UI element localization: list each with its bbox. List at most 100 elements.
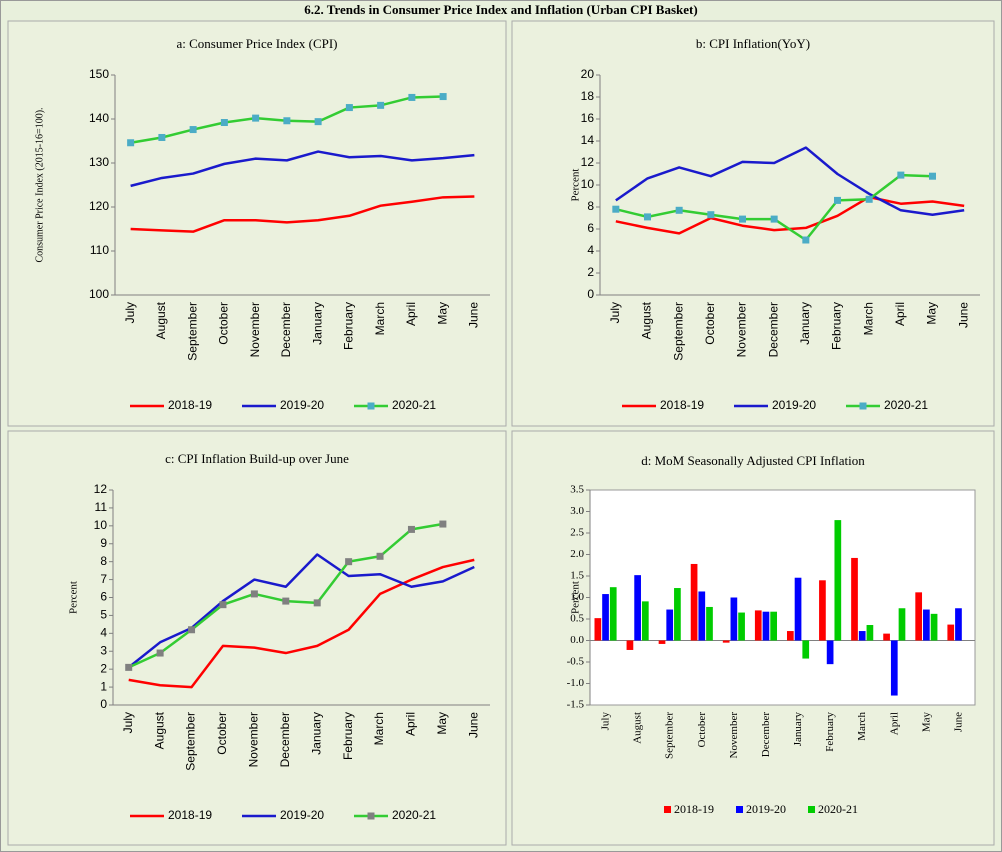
x-tick-label: August — [154, 301, 168, 339]
y-axis-label: Percent — [68, 581, 80, 614]
x-tick-label: May — [925, 302, 939, 325]
x-tick-label: November — [247, 712, 261, 767]
x-tick-label: May — [920, 712, 932, 733]
x-tick-label: April — [893, 302, 907, 326]
y-tick-label: 0.0 — [570, 634, 584, 646]
bar — [730, 597, 738, 641]
x-tick-label: March — [372, 712, 386, 745]
marker — [127, 139, 135, 147]
bar — [858, 631, 866, 641]
bar — [609, 587, 617, 641]
x-tick-label: February — [342, 302, 356, 350]
legend-label: 2018-19 — [168, 398, 212, 412]
bar — [690, 563, 698, 641]
y-tick-label: -1.5 — [567, 699, 585, 711]
bar — [634, 575, 641, 641]
chart-title: a: Consumer Price Index (CPI) — [176, 36, 337, 51]
x-tick-label: March — [861, 302, 875, 335]
x-tick-label: January — [792, 712, 804, 747]
x-tick-label: March — [856, 712, 868, 741]
x-tick-label: December — [760, 712, 772, 758]
bar — [594, 618, 602, 641]
x-tick-label: April — [888, 712, 900, 735]
marker — [865, 195, 873, 203]
y-tick-label: 6 — [100, 590, 107, 604]
y-tick-label: 7 — [100, 572, 107, 586]
y-tick-label: 110 — [90, 243, 109, 257]
bar — [923, 609, 930, 641]
x-tick-label: December — [278, 712, 292, 767]
legend-label: 2018-19 — [674, 802, 714, 816]
bar — [802, 640, 810, 659]
x-tick-label: July — [600, 712, 612, 731]
marker — [407, 525, 415, 533]
bar — [641, 601, 649, 641]
x-tick-label: October — [696, 712, 708, 748]
y-tick-label: 2.0 — [570, 548, 584, 560]
y-tick-label: 8 — [100, 554, 107, 568]
x-tick-label: January — [310, 302, 324, 345]
legend-swatch — [664, 806, 671, 813]
legend-label: 2019-20 — [280, 398, 324, 412]
marker — [188, 626, 196, 634]
bar — [819, 580, 826, 641]
x-tick-label: November — [248, 302, 262, 357]
y-tick-label: 10 — [94, 518, 108, 532]
bar — [890, 640, 898, 696]
y-tick-label: 5 — [100, 608, 107, 622]
x-tick-label: September — [671, 302, 685, 361]
y-tick-label: 3 — [100, 643, 107, 657]
bar — [915, 592, 923, 641]
x-tick-label: June — [956, 302, 970, 328]
chart-title: d: MoM Seasonally Adjusted CPI Inflation — [641, 453, 865, 468]
bar — [674, 588, 681, 641]
y-tick-label: 0 — [100, 697, 107, 711]
legend-swatch — [808, 806, 815, 813]
y-tick-label: 120 — [89, 199, 109, 213]
marker — [377, 101, 385, 109]
marker — [314, 118, 322, 126]
marker — [739, 215, 746, 223]
bar — [794, 577, 802, 641]
legend-label: 2018-19 — [660, 398, 704, 412]
chart-title: c: CPI Inflation Build-up over June — [165, 451, 349, 466]
x-tick-label: April — [404, 302, 418, 326]
page-title: 6.2. Trends in Consumer Price Index and … — [304, 2, 697, 17]
x-tick-label: July — [121, 712, 135, 733]
series-line — [127, 553, 475, 669]
x-tick-label: July — [123, 302, 137, 323]
legend-marker — [367, 812, 375, 820]
x-tick-label: September — [184, 712, 198, 771]
x-tick-label: January — [798, 302, 812, 345]
marker — [376, 552, 384, 560]
legend-marker — [367, 402, 375, 410]
legend-label: 2020-21 — [392, 808, 436, 822]
x-tick-label: October — [217, 302, 231, 345]
y-tick-label: 4 — [587, 243, 594, 257]
x-tick-label: May — [435, 712, 449, 735]
x-tick-label: October — [703, 302, 717, 345]
marker — [675, 206, 683, 214]
legend-label: 2018-19 — [168, 808, 212, 822]
y-tick-label: 9 — [100, 536, 107, 550]
bar — [866, 625, 874, 641]
y-tick-label: 12 — [581, 155, 595, 169]
bar — [883, 633, 890, 641]
y-tick-label: 8 — [587, 199, 594, 213]
legend-swatch — [736, 806, 743, 813]
x-tick-label: September — [664, 712, 676, 759]
y-tick-label: 4 — [100, 626, 107, 640]
y-tick-label: 3.5 — [570, 484, 584, 496]
x-tick-label: April — [404, 712, 418, 736]
bar — [658, 640, 666, 644]
marker — [313, 599, 321, 607]
x-tick-label: November — [728, 712, 740, 759]
marker — [644, 213, 651, 221]
bar — [930, 613, 938, 641]
x-tick-label: February — [824, 712, 836, 752]
y-tick-label: 14 — [581, 133, 595, 147]
y-tick-label: 1.5 — [570, 570, 584, 582]
marker — [283, 117, 291, 125]
series-line — [128, 558, 475, 689]
